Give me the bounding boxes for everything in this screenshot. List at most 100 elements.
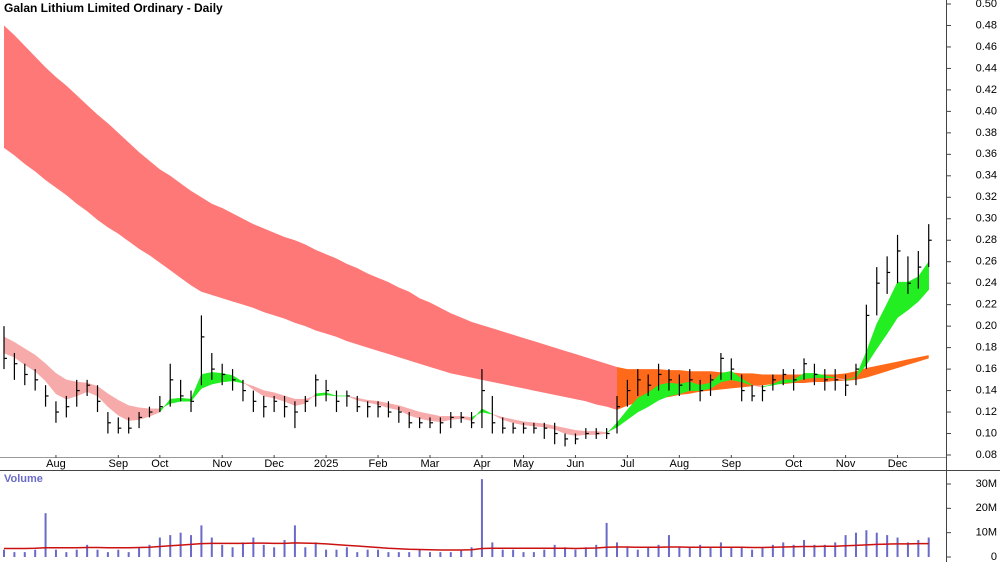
y-tick-label: 0.42 [976,84,997,96]
volume-bar [418,549,421,557]
volume-bar [751,549,754,557]
y-tick-label: 0.28 [976,234,997,246]
y-tick-label: 0.30 [976,213,997,225]
volume-bar [439,552,442,557]
volume-bar [761,547,764,557]
y-tick-label: 0.32 [976,191,997,203]
volume-bar [730,547,733,557]
ribbon-segment [128,405,140,421]
volume-bar [543,549,546,557]
ribbon-segment [575,430,587,436]
volume-bar [699,544,702,557]
y-tick-label: 0.36 [976,148,997,160]
volume-bar [54,549,57,557]
volume-bar [512,549,515,557]
y-tick-label: 0.08 [976,449,997,461]
x-tick-label: Sep [722,458,742,470]
x-tick-label: Aug [670,458,690,470]
x-tick-label: Dec [888,458,908,470]
volume-bar [345,547,348,557]
volume-bar [34,549,37,557]
y-tick-label: 0.22 [976,299,997,311]
x-tick-label: Oct [151,458,168,470]
volume-bar [688,547,691,557]
volume-bar [356,552,359,557]
volume-bar [335,549,338,557]
ribbon-segment [803,373,815,380]
volume-bar [117,549,120,557]
volume-bar [823,544,826,557]
volume-bar [782,542,785,557]
volume-bar [221,544,224,557]
volume-bar [616,542,619,557]
volume-bar [65,552,68,557]
volume-bar [709,547,712,557]
volume-bar [667,535,670,557]
volume-bar [3,549,5,557]
x-tick-label: Apr [473,458,490,470]
volume-bar [501,549,504,557]
x-tick-label: Nov [212,458,232,470]
volume-bar [803,539,806,557]
chart-title: Galan Lithium Limited Ordinary - Daily [4,1,223,15]
x-tick-label: Nov [836,458,856,470]
volume-bar [917,539,920,557]
y-tick-label: 0.24 [976,277,997,289]
y-tick-label: 0.34 [976,170,997,182]
volume-bar [44,513,47,557]
volume-bar [626,547,629,557]
volume-bar [719,542,722,557]
volume-bar [304,547,307,557]
volume-bar [636,549,639,557]
volume-bar [428,552,431,557]
volume-bar [886,535,889,557]
volume-bar [210,537,213,557]
volume-bar [927,537,930,557]
volume-bar [605,522,608,557]
volume-bar [200,525,203,557]
y-tick-label: 0.18 [976,342,997,354]
y-tick-label: 0.44 [976,62,997,74]
volume-bar [896,537,899,557]
volume-bar [273,547,276,557]
volume-bar [813,544,816,557]
volume-bar [595,544,598,557]
x-tick-label: Feb [369,458,388,470]
volume-bar [75,549,78,557]
volume-bar [86,544,89,557]
volume-bar [564,547,567,557]
volume-bar [792,544,795,557]
volume-bar [96,549,99,557]
ribbon-segment [668,382,680,397]
y-tick-label: 0.10 [976,427,997,439]
volume-bar [106,552,109,557]
volume-bar [314,542,317,557]
y-tick-label: 0.16 [976,363,997,375]
volume-bar [865,530,868,557]
volume-bar [127,552,130,557]
y-tick-label: 0.48 [976,19,997,31]
volume-bar [148,544,151,557]
volume-bar [470,547,473,557]
volume-bar [740,547,743,557]
x-tick-label: Jun [567,458,585,470]
plot-area [3,25,932,557]
volume-bar [293,525,296,557]
y-tick-label: 0.46 [976,41,997,53]
volume-bar [657,544,660,557]
ribbon-segment [66,379,77,400]
volume-bar [190,535,193,557]
volume-bar [532,552,535,557]
volume-bar [138,547,141,557]
volume-bar [13,552,16,557]
volume-bar [460,549,463,557]
y-tick-label: 0.50 [976,0,997,10]
volume-bar [480,479,483,557]
volume-bar [553,544,556,557]
y-tick-label: 0.38 [976,127,997,139]
y-tick-label: 20M [976,502,997,514]
y-tick-label: 30M [976,478,997,490]
volume-bar [491,542,494,557]
